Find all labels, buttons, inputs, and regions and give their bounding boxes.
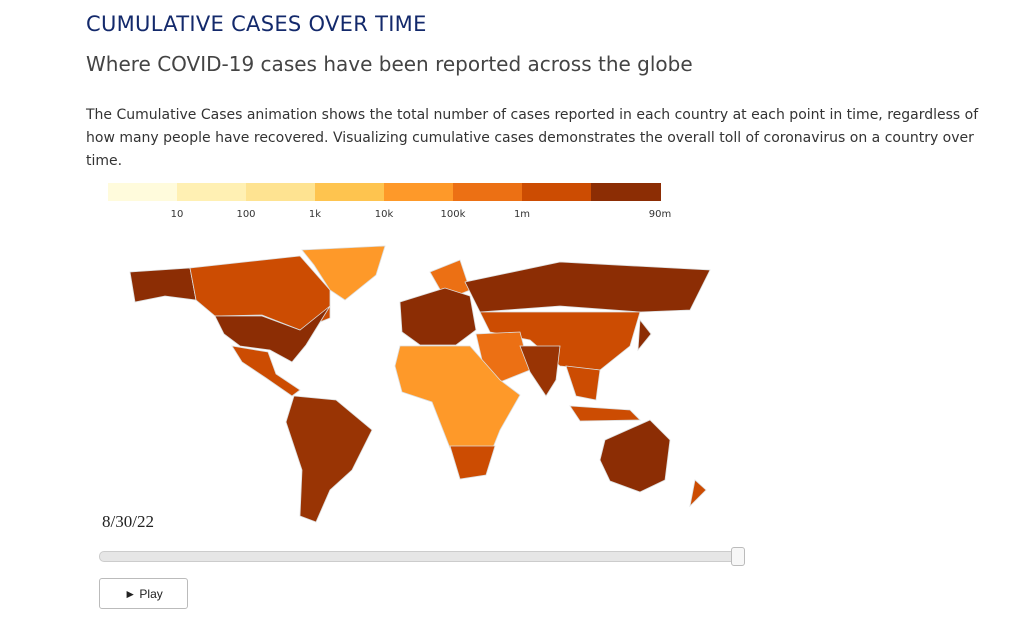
description: The Cumulative Cases animation shows the… [86, 107, 979, 169]
legend-swatch [591, 183, 661, 201]
europe [399, 287, 477, 346]
south-america [285, 395, 373, 523]
middle-east [475, 331, 531, 383]
australia [599, 419, 671, 493]
india [519, 345, 561, 397]
world-map [129, 245, 711, 523]
alaska [129, 267, 197, 303]
slider-track[interactable] [99, 551, 741, 562]
legend-swatch [108, 183, 178, 201]
slider-thumb[interactable] [731, 547, 745, 566]
title: CUMULATIVE CASES OVER TIME [86, 12, 427, 36]
legend-label: 100 [236, 209, 256, 220]
legend-swatch [246, 183, 316, 201]
new-zealand [689, 479, 707, 508]
legend-label: 10k [374, 209, 394, 220]
legend-label: 10 [170, 209, 184, 220]
southeast-asia [565, 365, 601, 401]
indonesia [569, 405, 641, 422]
japan [637, 318, 652, 352]
legend: 10 100 1k 10k 100k 1m 90m [108, 183, 671, 223]
legend-label: 1k [308, 209, 322, 220]
legend-swatch [522, 183, 592, 201]
legend-swatch [315, 183, 385, 201]
mexico [231, 345, 301, 397]
legend-label: 100k [440, 209, 466, 220]
greenland [301, 245, 386, 301]
usa [214, 305, 331, 363]
legend-label: 90m [648, 209, 672, 220]
legend-swatch [453, 183, 523, 201]
russia [464, 261, 711, 313]
play-button[interactable]: ► Play [99, 578, 188, 609]
legend-label: 1m [513, 209, 531, 220]
date-label: 8/30/22 [102, 512, 154, 531]
legend-swatch [177, 183, 247, 201]
southern-africa [449, 445, 496, 480]
subtitle: Where COVID-19 cases have been reported … [86, 52, 693, 76]
legend-swatch [384, 183, 454, 201]
